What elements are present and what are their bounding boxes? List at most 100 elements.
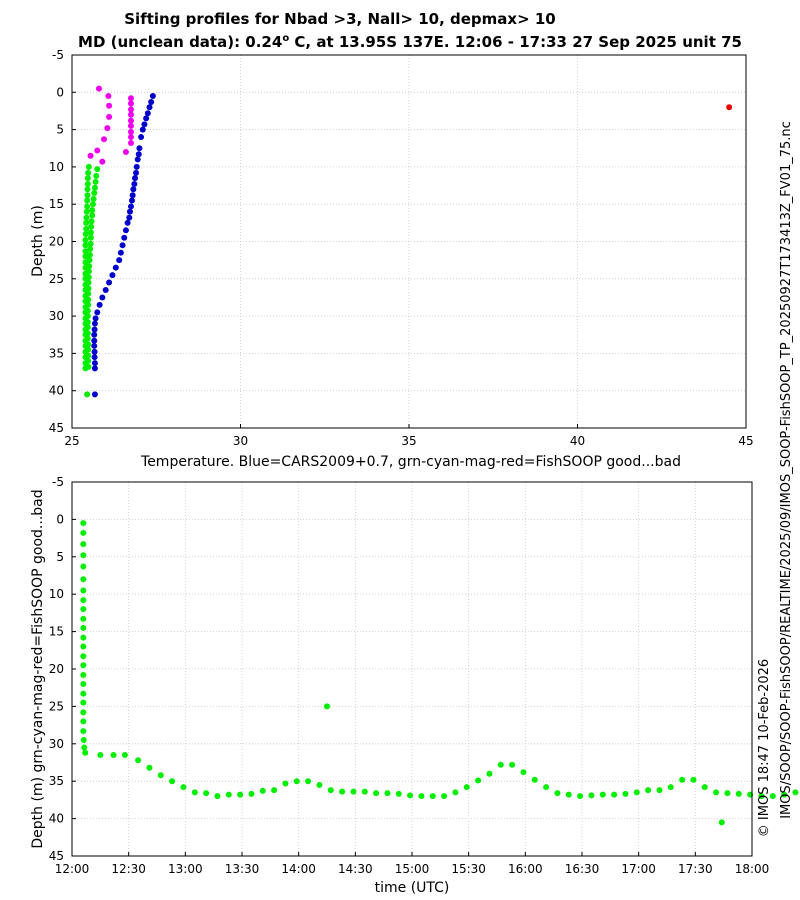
timeseries-point bbox=[293, 778, 300, 785]
profile-point bbox=[84, 391, 91, 398]
timeseries-xlabel: time (UTC) bbox=[375, 880, 450, 896]
timeseries-point bbox=[80, 662, 87, 669]
profile-point bbox=[112, 264, 119, 271]
timeseries-point bbox=[350, 788, 357, 795]
profile-xtick-label: 40 bbox=[570, 434, 585, 448]
timeseries-point bbox=[80, 634, 87, 641]
timeseries-point bbox=[475, 777, 482, 784]
timeseries-point bbox=[588, 792, 595, 799]
profile-point bbox=[86, 257, 93, 264]
timeseries-point bbox=[577, 793, 584, 800]
profile-point bbox=[89, 207, 96, 214]
timeseries-point bbox=[259, 787, 266, 794]
timeseries-point bbox=[486, 770, 493, 777]
profile-point bbox=[84, 186, 91, 193]
title-line2-prefix: MD (unclean data): 0.24 bbox=[78, 33, 282, 51]
profile-point bbox=[93, 172, 100, 179]
timeseries-point bbox=[463, 784, 470, 791]
profile-point bbox=[87, 234, 94, 241]
timeseries-point bbox=[80, 699, 87, 706]
profile-point bbox=[148, 98, 155, 105]
chart-title-line1: Sifting profiles for Nbad >3, Nall> 10, … bbox=[124, 10, 555, 28]
profile-point bbox=[126, 214, 133, 221]
profile-point bbox=[85, 290, 92, 297]
timeseries-point bbox=[339, 788, 346, 795]
timeseries-point bbox=[497, 761, 504, 768]
profile-point bbox=[82, 242, 89, 249]
timeseries-point bbox=[645, 787, 652, 794]
timeseries-ytick-label: 35 bbox=[49, 774, 64, 788]
timeseries-point bbox=[718, 819, 725, 826]
profile-point bbox=[87, 245, 94, 252]
profile-point bbox=[116, 257, 123, 264]
profile-point bbox=[83, 219, 90, 226]
profile-ytick-label: 10 bbox=[49, 160, 64, 174]
profile-point bbox=[91, 354, 98, 361]
timeseries-xtick-label: 15:30 bbox=[451, 862, 486, 876]
profile-point bbox=[85, 163, 92, 170]
profile-point bbox=[85, 346, 92, 353]
profile-point bbox=[82, 237, 89, 244]
timeseries-xtick-label: 16:30 bbox=[565, 862, 600, 876]
timeseries-xtick-label: 13:30 bbox=[225, 862, 260, 876]
profile-point bbox=[84, 313, 91, 320]
profile-point bbox=[91, 360, 98, 367]
profile-point bbox=[129, 192, 136, 199]
profile-point bbox=[85, 352, 92, 359]
profile-point bbox=[91, 342, 98, 349]
timeseries-point bbox=[203, 790, 210, 797]
timeseries-ytick-label: 5 bbox=[56, 550, 64, 564]
profile-point bbox=[130, 186, 137, 193]
timeseries-ytick-label: -5 bbox=[52, 475, 64, 489]
timeseries-plot-frame bbox=[71, 481, 753, 857]
profile-point bbox=[84, 319, 91, 326]
profile-point bbox=[85, 268, 92, 275]
timeseries-point bbox=[520, 769, 527, 776]
timeseries-point bbox=[135, 757, 142, 764]
timeseries-point bbox=[80, 653, 87, 660]
profile-points bbox=[82, 85, 733, 398]
profile-point bbox=[91, 326, 98, 333]
timeseries-point bbox=[781, 791, 788, 798]
profile-point bbox=[95, 85, 102, 92]
timeseries-point bbox=[80, 728, 87, 735]
timeseries-point bbox=[543, 784, 550, 791]
profile-point bbox=[99, 294, 106, 301]
profile-ylabel: Depth (m) bbox=[30, 205, 46, 277]
timeseries-xtick-label: 16:00 bbox=[508, 862, 543, 876]
timeseries-point bbox=[82, 749, 89, 756]
profile-point bbox=[84, 335, 91, 342]
timeseries-point bbox=[80, 597, 87, 604]
profile-point bbox=[91, 331, 98, 338]
timeseries-plot: 12:00 12:30 13:00 13:30 14:00 14:30 15:00 15:30… bbox=[30, 475, 799, 896]
timeseries-point bbox=[169, 778, 176, 785]
profile-plot-frame bbox=[71, 54, 747, 429]
timeseries-grid bbox=[71, 481, 753, 857]
profile-point bbox=[127, 106, 134, 113]
profile-point bbox=[126, 208, 133, 215]
profile-point bbox=[127, 117, 134, 124]
timeseries-point bbox=[701, 784, 708, 791]
timeseries-point bbox=[599, 791, 606, 798]
timeseries-point bbox=[324, 703, 330, 710]
profile-point bbox=[84, 203, 91, 210]
profile-ytick-label: 5 bbox=[56, 123, 64, 137]
profile-point bbox=[135, 151, 142, 158]
profile-grid bbox=[71, 54, 747, 429]
timeseries-ytick-label: 40 bbox=[49, 812, 64, 826]
profile-point bbox=[99, 158, 106, 165]
profile-point bbox=[139, 126, 146, 133]
timeseries-point bbox=[80, 520, 87, 527]
timeseries-xtick-label: 15:00 bbox=[395, 862, 430, 876]
timeseries-point bbox=[407, 792, 414, 799]
profile-point bbox=[131, 181, 138, 188]
timeseries-point bbox=[282, 780, 289, 787]
timeseries-xtick-label: 14:00 bbox=[281, 862, 316, 876]
timeseries-point bbox=[214, 793, 221, 800]
profile-point bbox=[86, 263, 93, 270]
profile-ytick-label: 30 bbox=[49, 309, 64, 323]
profile-point bbox=[85, 363, 92, 370]
profile-point bbox=[83, 225, 90, 232]
timeseries-ytick-label: 10 bbox=[49, 587, 64, 601]
profile-point bbox=[83, 214, 90, 221]
